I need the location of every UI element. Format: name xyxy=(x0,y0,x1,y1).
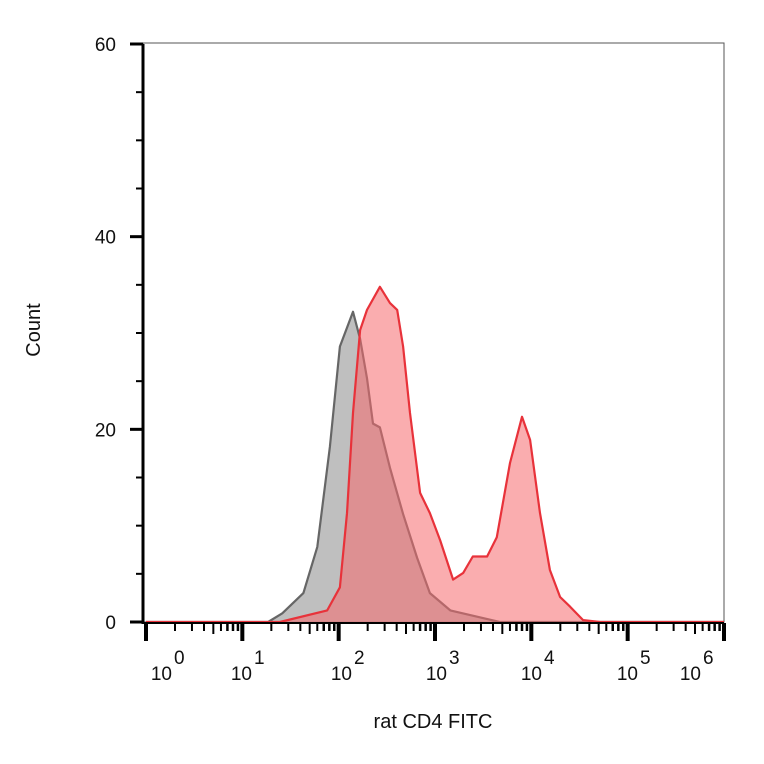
x-tick-base: 10 xyxy=(680,664,701,685)
x-tick-label: 104 xyxy=(521,648,555,685)
x-tick-exponent: 4 xyxy=(544,648,555,669)
x-tick-label: 101 xyxy=(231,648,265,685)
x-tick-base: 10 xyxy=(617,664,638,685)
y-axis-label: Count xyxy=(23,303,45,357)
x-tick-label: 100 xyxy=(151,648,185,685)
y-tick-label: 0 xyxy=(105,613,116,634)
x-tick-exponent: 6 xyxy=(703,648,714,669)
y-tick-label: 20 xyxy=(95,420,116,441)
x-tick-label: 102 xyxy=(331,648,365,685)
x-tick-base: 10 xyxy=(521,664,542,685)
x-tick-label: 105 xyxy=(617,648,651,685)
series-1-line xyxy=(146,285,724,624)
x-tick-base: 10 xyxy=(151,664,172,685)
x-tick-exponent: 3 xyxy=(449,648,460,669)
x-tick-base: 10 xyxy=(331,664,352,685)
x-tick-label: 106 xyxy=(680,648,714,685)
x-tick-exponent: 2 xyxy=(354,648,365,669)
x-tick-base: 10 xyxy=(231,664,252,685)
y-tick-label: 60 xyxy=(95,35,116,56)
x-tick-exponent: 1 xyxy=(254,648,265,669)
x-tick-exponent: 5 xyxy=(640,648,651,669)
x-axis-label: rat CD4 FITC xyxy=(374,711,493,733)
y-tick-label: 40 xyxy=(95,228,116,249)
series-1-fill xyxy=(146,286,724,622)
x-tick-label: 103 xyxy=(426,648,460,685)
x-tick-base: 10 xyxy=(426,664,447,685)
x-tick-exponent: 0 xyxy=(174,648,185,669)
